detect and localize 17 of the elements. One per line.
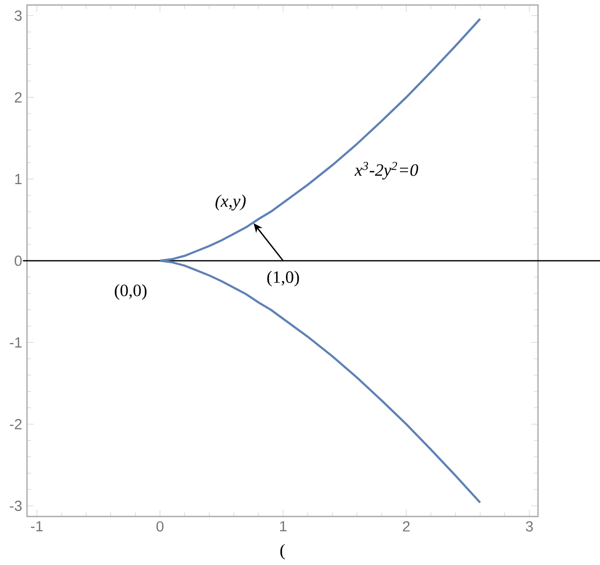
- annotation: (x,y): [216, 194, 246, 210]
- x-tick-label: 1: [280, 521, 286, 532]
- y-tick-label: 0: [14, 256, 22, 266]
- x-tick-label: 3: [526, 521, 533, 532]
- y-tick-label: 2: [14, 92, 22, 102]
- text: (: [280, 544, 285, 560]
- x-tick-label: -1: [30, 521, 43, 532]
- y-tick-label: -1: [10, 337, 22, 348]
- y-tick-label: 3: [14, 10, 22, 21]
- annotation: (1,0): [267, 270, 299, 286]
- annotation: (0,0): [114, 284, 147, 300]
- x-tick-label: 0: [156, 521, 164, 532]
- y-tick-label: 1: [15, 174, 22, 184]
- annotation: x$^{3}$-2y$^{2}$=0: [354, 162, 418, 180]
- x-tick-label: 2: [402, 521, 410, 532]
- y-tick-label: -3: [10, 500, 22, 512]
- y-tick-label: -2: [10, 419, 22, 430]
